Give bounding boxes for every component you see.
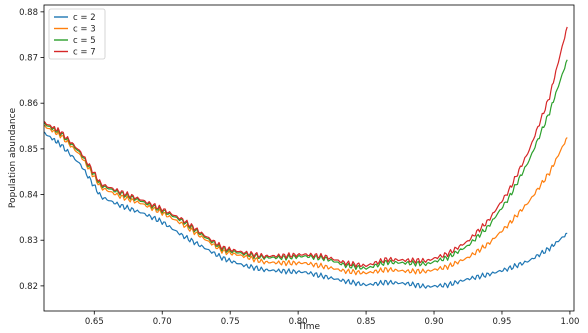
y-tick-label: 0.82	[19, 282, 38, 292]
x-tick-label: 0.65	[85, 317, 104, 327]
x-axis-label: Time	[297, 322, 320, 332]
y-tick-label: 0.84	[19, 191, 38, 201]
y-tick-label: 0.83	[19, 236, 38, 246]
x-tick-label: 0.75	[221, 317, 240, 327]
legend-label: c = 2	[73, 13, 96, 23]
x-tick-label: 1.00	[560, 317, 579, 327]
legend: c = 2 c = 3c = 5 c = 7	[48, 8, 106, 60]
series-line-c-2	[44, 131, 568, 289]
y-tick-label: 0.87	[19, 54, 38, 64]
y-tick-label: 0.85	[19, 145, 38, 155]
series-line-c-7	[44, 26, 568, 268]
y-tick-label: 0.86	[19, 99, 38, 109]
x-tick-label: 0.95	[493, 317, 512, 327]
axes: 0.65 0.70 0.75 0.80 0.85 0.90 0.95 1.00 0.82 0.83…	[19, 4, 579, 327]
series-line-c-3	[44, 124, 568, 276]
legend-label: c = 3	[73, 25, 96, 35]
x-tick-label: 0.70	[153, 317, 172, 327]
y-axis-label: Population abundance	[8, 107, 18, 208]
legend-label: c = 7	[73, 48, 96, 58]
plot-frame	[43, 4, 575, 312]
plot-area	[44, 26, 568, 289]
x-tick-label: 0.80	[289, 317, 308, 327]
series-line-c-5	[44, 59, 568, 271]
x-tick-label: 0.90	[425, 317, 444, 327]
x-tick-label: 0.85	[357, 317, 376, 327]
legend-label: c = 5	[73, 36, 96, 46]
y-tick-label: 0.88	[19, 8, 38, 18]
legend-box	[48, 8, 106, 60]
